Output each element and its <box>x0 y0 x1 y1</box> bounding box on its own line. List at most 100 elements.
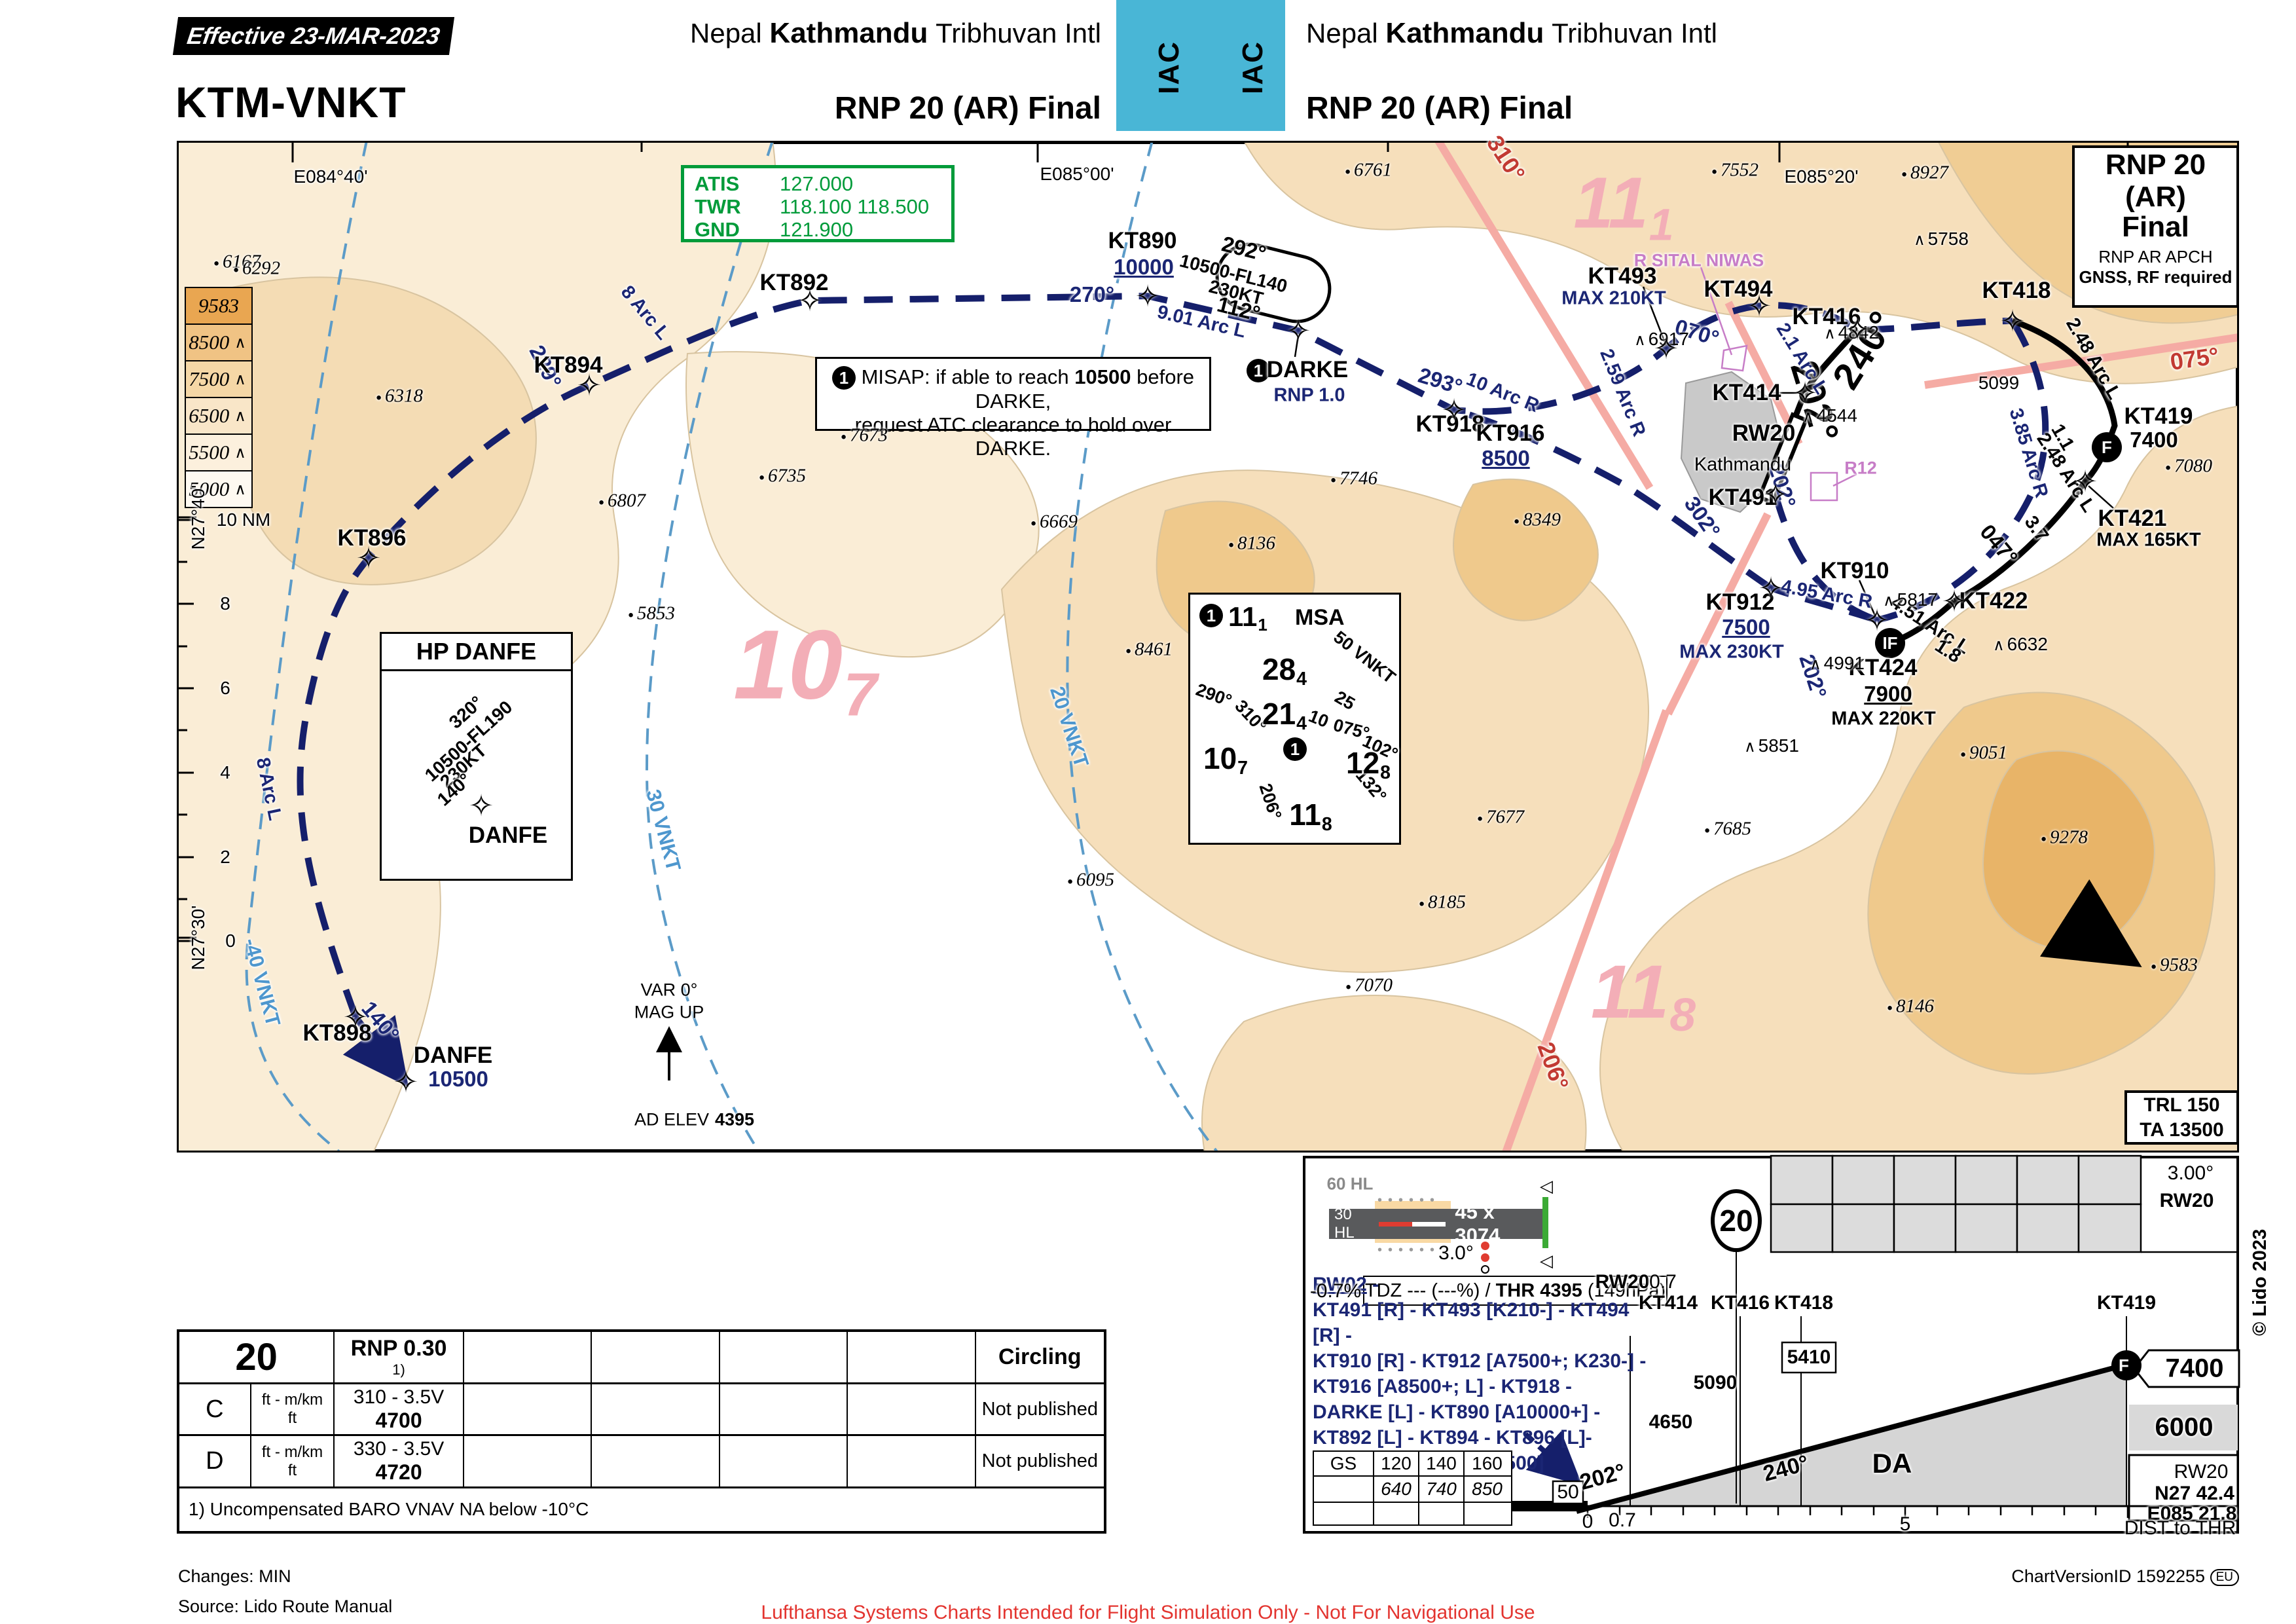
minima-cat-d: D <box>179 1436 251 1486</box>
groundspeed-table: GS 120 140 160 640 740 850 <box>1313 1450 1512 1526</box>
atis-label: ATIS <box>695 172 740 195</box>
strip-triangle-top-icon: ◁ <box>1540 1176 1553 1196</box>
route-line-3: KT916 [A8500+; L] - KT918 - <box>1313 1376 1572 1397</box>
iac-tab-label-2: IAC <box>1236 41 1269 94</box>
trl-value: TRL 150 <box>2143 1094 2220 1116</box>
minima-units-d: ft - m/km ft <box>251 1436 335 1486</box>
misap-text-line2: request ATC clearance to hold over DARKE… <box>854 413 1172 460</box>
strip-red-bar <box>1379 1221 1413 1227</box>
route-line-1: KT491 [R] - KT493 [K210-] - KT494 [R] - <box>1313 1299 1630 1346</box>
darke-note-1-icon: 1 <box>1247 359 1270 382</box>
runway-number-circle: 20 <box>1711 1189 1762 1252</box>
city-name: Kathmandu <box>769 17 928 49</box>
strip-dots-top: •••••• <box>1377 1193 1441 1208</box>
msa-note-1-icon: 1 <box>1199 604 1223 627</box>
minima-circling-c: Not published <box>981 1398 1098 1420</box>
route-line-5: KT892 [L] - KT894 - KT896 [L]- <box>1313 1427 1592 1449</box>
thr-elevation: THR 4395 <box>1495 1280 1582 1301</box>
hp-title: HP DANFE <box>382 634 571 671</box>
airport-title-left: Nepal Kathmandu Tribhuvan Intl <box>661 17 1101 50</box>
airport-name-2: Tribhuvan Intl <box>1552 18 1717 48</box>
minima-units-c: ft - m/km ft <box>251 1384 335 1434</box>
route-line-2: KT910 [R] - KT912 [A7500+; K230-] - <box>1313 1350 1647 1372</box>
misap-altitude: 10500 <box>1074 365 1131 388</box>
minima-runway: 20 <box>179 1332 335 1382</box>
procedure-title-box: RNP 20 (AR) Final RNP AR APCH GNSS, RF r… <box>2072 145 2239 308</box>
minima-footnote: 1) Uncompensated BARO VNAV NA below -10°… <box>189 1499 589 1519</box>
iac-tab-label: IAC <box>1152 41 1185 94</box>
profile-faf-icon: F <box>2119 1356 2129 1375</box>
minima-circling-d: Not published <box>981 1450 1098 1471</box>
twr-freq: 118.100 118.500 <box>780 195 930 218</box>
minima-value-c: 310 - 3.5V 4700 <box>335 1384 464 1434</box>
elevation-legend-row: 8500 ∧ <box>185 323 253 361</box>
changes-note: Changes: MIN <box>178 1566 291 1586</box>
minima-approach-type: RNP 0.30 1) <box>335 1332 464 1382</box>
gnd-freq: 121.900 <box>780 218 854 241</box>
strip-30hl: 30 HL <box>1334 1206 1355 1242</box>
if-icon: IF <box>1875 628 1905 658</box>
elevation-legend: 9583 8500 ∧ 7500 ∧ 6500 ∧ 5500 ∧ 5000 ∧ <box>185 287 253 508</box>
faf-icon: F <box>2092 432 2122 462</box>
tdz-thr-box: TDZ --- (---%) / THR 4395 (149hPa) <box>1363 1276 1667 1306</box>
frequencies-box: ATIS 127.000 TWR 118.100 118.500 GND 121.90… <box>681 165 955 242</box>
title-final: Final <box>2122 211 2189 243</box>
source-note: Source: Lido Route Manual <box>178 1596 393 1616</box>
title-apch-type: RNP AR APCH <box>2098 247 2213 267</box>
elevation-legend-row: 7500 ∧ <box>185 360 253 398</box>
title-rnp: RNP 20 <box>2105 149 2206 181</box>
route-rw02: RW02 <box>1313 1274 1367 1295</box>
minima-circling-header: Circling <box>998 1344 1082 1369</box>
title-gnss-note: GNSS, RF required <box>2079 267 2232 287</box>
city-name-2: Kathmandu <box>1385 17 1544 49</box>
eu-badge: EU <box>2210 1569 2239 1586</box>
msa-note-value: 111 <box>1228 601 1267 635</box>
route-line-4: DARKE [L] - KT890 [A10000+] - <box>1313 1401 1601 1423</box>
strip-green-bar <box>1542 1197 1548 1248</box>
ta-value: TA 13500 <box>2140 1119 2224 1141</box>
airport-code: KTM-VNKT <box>175 78 407 126</box>
runway-strip: 30 HL 45 x 3074 <box>1329 1200 1542 1247</box>
strip-triangle-bottom-icon: ◁ <box>1540 1251 1553 1270</box>
elevation-legend-row: 6500 ∧ <box>185 397 253 435</box>
atis-freq: 127.000 <box>780 172 854 195</box>
elevation-legend-row: 9583 <box>185 287 253 325</box>
airport-name: Tribhuvan Intl <box>936 18 1101 48</box>
country-name-2: Nepal <box>1306 18 1378 48</box>
lido-copyright: © Lido 2023 <box>2250 1228 2270 1336</box>
effective-date: Effective 23-MAR-2023 <box>172 17 454 55</box>
simulation-disclaimer: Lufthansa Systems Charts Intended for Fl… <box>761 1602 1535 1623</box>
minima-value-d: 330 - 3.5V 4720 <box>335 1436 464 1486</box>
chart-version: ChartVersionID 1592255 EU <box>1702 1566 2239 1587</box>
gs-header: GS <box>1314 1452 1374 1475</box>
minimums-table: 20 RNP 0.30 1) Circling C ft - m/km ft 31… <box>177 1329 1106 1534</box>
twr-label: TWR <box>695 195 741 218</box>
procedure-title-right: RNP 20 (AR) Final <box>1306 91 1573 126</box>
title-ar: (AR) <box>2125 181 2186 213</box>
misap-note-box: 1 MISAP: if able to reach 10500 before D… <box>815 357 1211 460</box>
elevation-legend-row: 5000 ∧ <box>185 470 253 508</box>
procedure-title-left: RNP 20 (AR) Final <box>834 91 1101 126</box>
gnd-label: GND <box>695 218 740 241</box>
gs-120: 120 <box>1374 1452 1419 1475</box>
country-name: Nepal <box>690 18 762 48</box>
airport-title-right: Nepal Kathmandu Tribhuvan Intl <box>1306 17 1717 50</box>
elevation-legend-row: 5500 ∧ <box>185 434 253 471</box>
rod-160: 850 <box>1472 1479 1503 1499</box>
strip-dimensions: 45 x 3074 <box>1455 1200 1501 1247</box>
holding-pattern-box: HP DANFE <box>380 632 573 881</box>
thr-pressure: (149hPa) <box>1587 1280 1666 1301</box>
msa-center-icon: 1 <box>1283 737 1307 761</box>
profile-route-sequence: RW02 - KT491 [R] - KT493 [K210-] - KT494… <box>1313 1272 1653 1476</box>
minima-cat-c: C <box>179 1384 251 1434</box>
rod-120: 640 <box>1374 1477 1419 1502</box>
rod-140: 740 <box>1419 1477 1465 1502</box>
iac-tab: IAC IAC <box>1116 0 1285 131</box>
trl-ta-box: TRL 150 TA 13500 <box>2124 1090 2239 1145</box>
misap-text-post: before DARKE, <box>975 365 1195 413</box>
misap-text-pre: MISAP: if able to reach <box>861 365 1069 388</box>
strip-dots-bottom: •••••• <box>1377 1243 1441 1257</box>
tdz-text: TDZ --- (---%) / <box>1364 1280 1491 1301</box>
gs-160: 160 <box>1472 1453 1503 1473</box>
